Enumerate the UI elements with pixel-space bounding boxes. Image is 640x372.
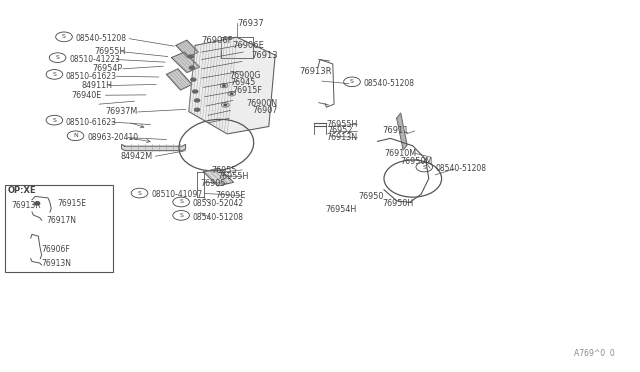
Text: A769^0  0: A769^0 0	[573, 349, 614, 358]
Circle shape	[188, 55, 193, 58]
Text: 76910M: 76910M	[384, 149, 416, 158]
Text: 76906F: 76906F	[42, 246, 70, 254]
Text: 76913N: 76913N	[42, 259, 72, 268]
Text: 08963-20410: 08963-20410	[87, 133, 138, 142]
Polygon shape	[122, 144, 186, 151]
Circle shape	[189, 66, 195, 69]
Text: 76907: 76907	[252, 106, 278, 115]
Text: 76915E: 76915E	[58, 199, 86, 208]
Text: 76954H: 76954H	[325, 205, 356, 214]
Text: 76906F: 76906F	[202, 36, 233, 45]
Circle shape	[35, 202, 40, 205]
Text: 76955H: 76955H	[95, 47, 126, 56]
Text: 76913R: 76913R	[12, 201, 41, 210]
Text: 08510-61623: 08510-61623	[66, 72, 117, 81]
Text: 76955: 76955	[211, 166, 237, 174]
Text: 76900G: 76900G	[229, 71, 260, 80]
Text: 84911H: 84911H	[82, 81, 113, 90]
Circle shape	[224, 104, 227, 106]
Text: S: S	[179, 213, 183, 218]
Text: S: S	[52, 72, 56, 77]
Polygon shape	[166, 69, 192, 90]
Text: 76950M: 76950M	[400, 157, 432, 166]
Text: 76950: 76950	[358, 192, 384, 201]
Text: 76913N: 76913N	[326, 133, 358, 142]
Polygon shape	[176, 40, 198, 58]
Text: 76911: 76911	[383, 126, 409, 135]
Text: 76917N: 76917N	[46, 216, 76, 225]
Circle shape	[191, 78, 196, 81]
Text: 76954P: 76954P	[93, 64, 123, 73]
Text: 08540-51208: 08540-51208	[364, 79, 415, 88]
Text: 76955H: 76955H	[218, 172, 249, 181]
Text: 76906E: 76906E	[232, 41, 264, 50]
Text: 76945: 76945	[230, 78, 256, 87]
Text: 08530-52042: 08530-52042	[193, 199, 244, 208]
Text: 76937M: 76937M	[106, 108, 138, 116]
Text: 08510-61623: 08510-61623	[66, 118, 117, 126]
Polygon shape	[189, 37, 275, 134]
Text: N: N	[73, 133, 78, 138]
Text: 76915F: 76915F	[232, 86, 262, 94]
Text: 76937: 76937	[237, 19, 264, 28]
Text: S: S	[422, 164, 426, 170]
Text: S: S	[56, 55, 60, 60]
Text: 76913: 76913	[252, 51, 278, 60]
FancyBboxPatch shape	[5, 185, 113, 272]
Circle shape	[195, 99, 200, 102]
Text: 76940E: 76940E	[72, 91, 102, 100]
Polygon shape	[397, 113, 407, 150]
Text: 76900N: 76900N	[246, 99, 278, 108]
Text: 76950H: 76950H	[383, 199, 414, 208]
Text: 08540-51208: 08540-51208	[76, 34, 127, 43]
Text: S: S	[350, 79, 354, 84]
Text: 76905: 76905	[200, 179, 226, 188]
Polygon shape	[204, 168, 234, 186]
Text: 08540-51208: 08540-51208	[436, 164, 487, 173]
Text: 84942M: 84942M	[120, 152, 152, 161]
Text: 76955H: 76955H	[326, 120, 358, 129]
Circle shape	[195, 108, 200, 111]
Circle shape	[230, 93, 233, 94]
Text: 76905E: 76905E	[215, 191, 245, 200]
Text: S: S	[52, 118, 56, 123]
Polygon shape	[172, 52, 200, 73]
Text: 08510-41097: 08510-41097	[151, 190, 202, 199]
Text: OP:XE: OP:XE	[8, 186, 36, 195]
Circle shape	[223, 85, 225, 86]
Text: 76913R: 76913R	[300, 67, 332, 76]
Text: 08540-51208: 08540-51208	[193, 213, 244, 222]
Text: S: S	[62, 34, 66, 39]
Circle shape	[193, 90, 198, 93]
Text: 08510-41223: 08510-41223	[69, 55, 120, 64]
Text: S: S	[179, 199, 183, 205]
Text: S: S	[138, 190, 141, 196]
Text: 76952: 76952	[328, 126, 353, 135]
